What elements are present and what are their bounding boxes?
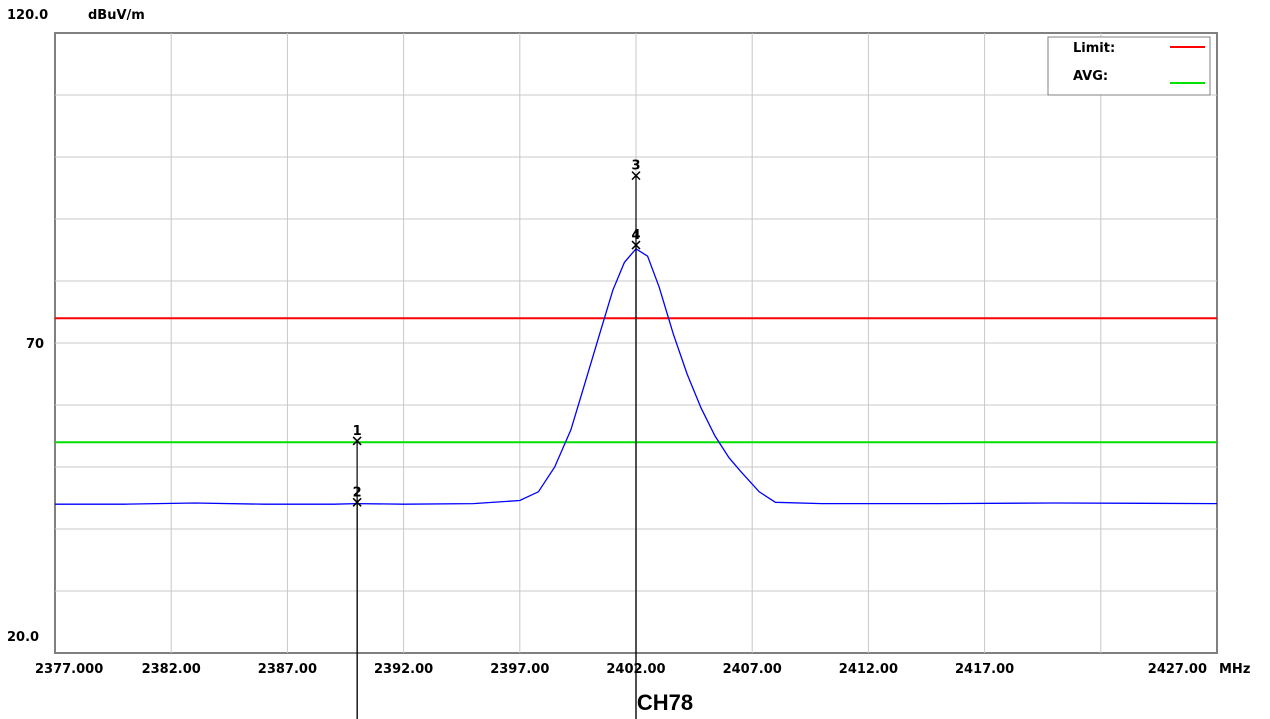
marker-label-4: 4: [631, 228, 640, 243]
marker-label-2: 2: [353, 485, 362, 500]
x-tick-label: 2387.00: [258, 662, 317, 677]
y-tick-label: 20.0: [7, 630, 39, 645]
x-tick-label: 2402.00: [606, 662, 665, 677]
x-tick-label: 2397.00: [490, 662, 549, 677]
y-tick-label: 70: [26, 337, 44, 352]
x-tick-label: 2407.00: [723, 662, 782, 677]
x-tick-label: 2412.00: [839, 662, 898, 677]
x-tick-label: 2382.00: [142, 662, 201, 677]
legend-entry-avg-label: AVG:: [1073, 69, 1108, 84]
x-unit-label: MHz: [1219, 662, 1250, 677]
marker-label-3: 3: [631, 159, 640, 174]
marker-cross-1: [352, 436, 362, 446]
y-tick-labels: 120.0 70 20.0: [7, 8, 48, 645]
marker-label-1: 1: [353, 424, 362, 439]
y-tick-label: 120.0: [7, 8, 48, 23]
chart-title: CH78: [637, 690, 693, 715]
x-tick-label: 2377.000: [35, 662, 103, 677]
marker-cross-2: [352, 497, 362, 507]
x-tick-label: 2392.00: [374, 662, 433, 677]
legend: Limit: AVG:: [1047, 36, 1211, 96]
marker-cross-4: [631, 240, 641, 250]
x-tick-label: 2427.00: [1148, 662, 1207, 677]
y-unit-label: dBuV/m: [88, 8, 145, 23]
x-tick-labels: 2377.000 2382.00 2387.00 2392.00 2397.00 2402…: [35, 662, 1207, 677]
x-tick-label: 2417.00: [955, 662, 1014, 677]
marker-cross-3: [631, 171, 641, 181]
markers: 1 2 3 4: [352, 159, 641, 719]
legend-entry-limit-label: Limit:: [1073, 41, 1115, 56]
